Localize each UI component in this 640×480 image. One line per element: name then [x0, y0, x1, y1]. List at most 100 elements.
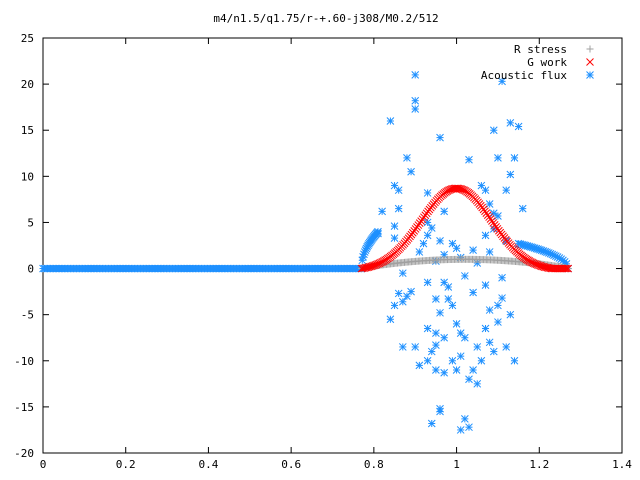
acoustic-flux-point — [374, 229, 382, 238]
acoustic-flux-point — [436, 308, 444, 317]
g-work-point — [562, 264, 571, 273]
acoustic-flux-point — [494, 154, 502, 162]
legend-marker — [586, 45, 594, 53]
acoustic-flux-point — [386, 117, 395, 125]
acoustic-flux-point — [411, 343, 420, 351]
acoustic-flux-point — [423, 324, 432, 333]
acoustic-flux-point — [465, 375, 473, 384]
acoustic-flux-point — [456, 352, 465, 361]
x-tick-label: 0.6 — [281, 458, 301, 471]
acoustic-flux-point — [448, 301, 457, 310]
acoustic-flux-point — [440, 278, 449, 287]
g-work-point — [457, 185, 466, 193]
g-work-point — [365, 262, 374, 271]
acoustic-flux-point — [502, 186, 511, 195]
acoustic-flux-point — [469, 288, 477, 297]
axis-ticks: 0 0.2 0.4 0.6 0.8 1 1.2 1.4 -20 -15 -10 -5 0 5 10 15 20 2… — [14, 32, 632, 471]
acoustic-flux-point — [494, 212, 502, 220]
y-tick-label: 25 — [21, 32, 34, 45]
x-tick-label: 0.4 — [198, 458, 218, 471]
series-acoustic-flux — [39, 71, 573, 434]
acoustic-flux-point — [485, 306, 494, 314]
g-work-point — [371, 261, 380, 269]
acoustic-flux-point — [465, 155, 473, 164]
acoustic-flux-point — [469, 366, 477, 374]
y-tick-label: 0 — [27, 263, 34, 276]
acoustic-flux-point — [481, 281, 490, 290]
acoustic-flux-point — [481, 186, 490, 195]
x-tick-label: 0.8 — [364, 458, 384, 471]
acoustic-flux-point — [411, 96, 420, 105]
acoustic-flux-point — [390, 301, 399, 310]
series-layer — [39, 71, 573, 434]
acoustic-flux-point — [477, 356, 486, 365]
g-work-point — [370, 261, 378, 270]
g-work-point — [532, 260, 541, 269]
acoustic-flux-point — [407, 167, 415, 176]
y-tick-label: -10 — [14, 355, 34, 368]
g-work-point — [368, 262, 377, 270]
acoustic-flux-point — [427, 224, 436, 232]
acoustic-flux-point — [456, 426, 465, 434]
acoustic-flux-point — [485, 248, 494, 256]
acoustic-flux-point — [398, 269, 407, 278]
g-work-point — [564, 264, 573, 273]
acoustic-flux-point — [444, 295, 453, 303]
acoustic-flux-point — [432, 329, 440, 337]
acoustic-flux-point — [485, 338, 494, 347]
legend-label: G work — [527, 56, 567, 69]
acoustic-flux-point — [506, 310, 515, 319]
acoustic-flux-point — [510, 154, 519, 162]
acoustic-flux-point — [469, 246, 477, 254]
acoustic-flux-point — [432, 366, 440, 374]
acoustic-flux-point — [440, 368, 449, 377]
chart-title: m4/n1.5/q1.75/r-+.60-j308/M0.2/512 — [213, 12, 438, 25]
acoustic-flux-point — [498, 273, 506, 282]
acoustic-flux-point — [415, 248, 424, 256]
acoustic-flux-point — [452, 320, 461, 328]
y-tick-label: 15 — [21, 124, 34, 137]
acoustic-flux-point — [489, 126, 498, 135]
acoustic-flux-point — [448, 356, 457, 365]
acoustic-flux-point — [403, 154, 411, 162]
acoustic-flux-point — [423, 278, 432, 287]
acoustic-flux-point — [394, 289, 403, 298]
acoustic-flux-point — [481, 324, 490, 333]
acoustic-flux-point — [427, 419, 436, 428]
x-tick-label: 1.4 — [612, 458, 632, 471]
acoustic-flux-point — [386, 315, 395, 324]
legend-label: R stress — [514, 43, 567, 56]
g-work-point — [456, 184, 464, 193]
acoustic-flux-point — [514, 122, 523, 131]
acoustic-flux-point — [411, 71, 420, 79]
acoustic-flux-point — [415, 361, 424, 370]
acoustic-flux-point — [440, 333, 449, 342]
y-tick-label: -15 — [14, 401, 34, 414]
acoustic-flux-point — [510, 356, 519, 365]
g-work-point — [445, 186, 453, 195]
acoustic-flux-point — [394, 186, 403, 195]
legend-label: Acoustic flux — [481, 69, 567, 82]
g-work-point — [531, 259, 539, 268]
acoustic-flux-point — [436, 133, 444, 142]
acoustic-flux-point — [506, 118, 515, 127]
acoustic-flux-point — [411, 105, 420, 113]
g-work-point — [367, 262, 376, 271]
acoustic-flux-point — [419, 239, 428, 248]
acoustic-flux-point — [473, 379, 482, 388]
y-tick-label: 10 — [21, 170, 34, 183]
plot-frame — [42, 37, 623, 454]
acoustic-flux-point — [398, 297, 407, 306]
acoustic-flux-point — [465, 423, 473, 432]
acoustic-flux-point — [440, 207, 449, 216]
acoustic-flux-point — [494, 318, 502, 326]
x-tick-label: 1.2 — [529, 458, 549, 471]
acoustic-flux-point — [423, 218, 432, 227]
acoustic-flux-point — [432, 341, 440, 349]
legend-marker — [586, 58, 594, 66]
acoustic-flux-point — [423, 356, 432, 365]
acoustic-flux-point — [378, 207, 386, 216]
acoustic-flux-point — [423, 231, 432, 240]
